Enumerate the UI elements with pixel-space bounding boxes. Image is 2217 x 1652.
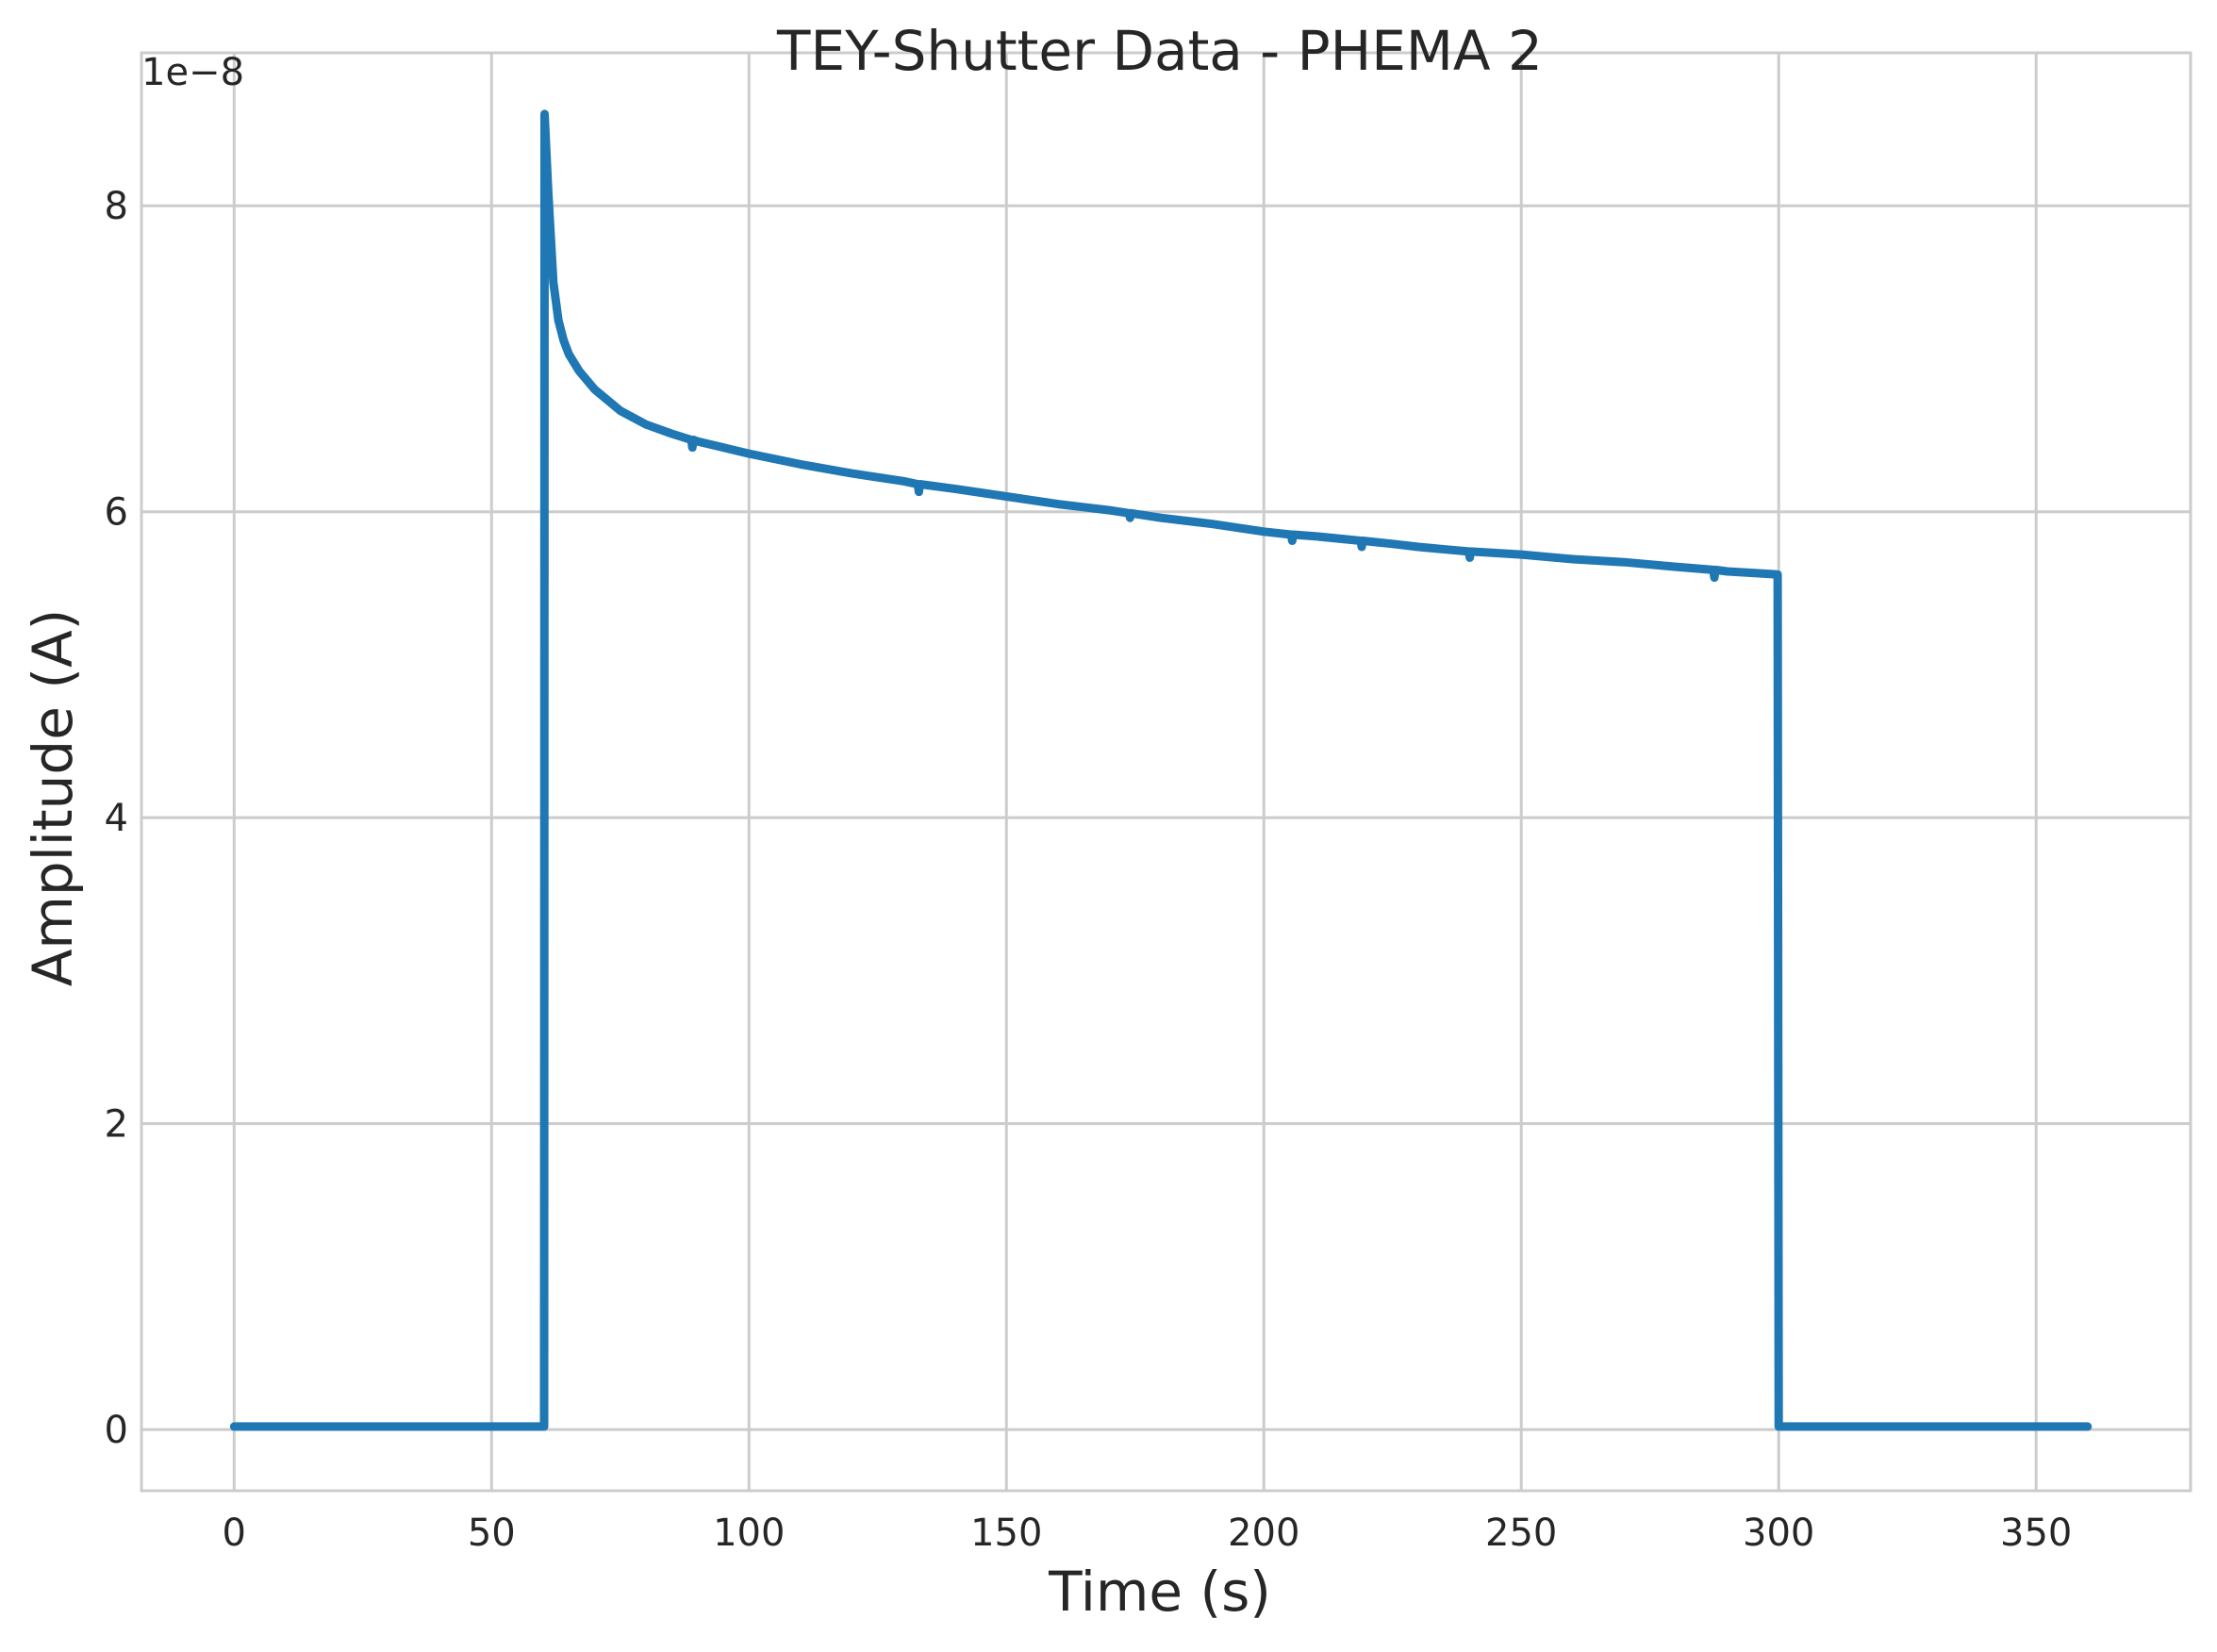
x-tick-label: 350	[2000, 1512, 2072, 1555]
y-tick-label: 2	[105, 1103, 128, 1147]
x-tick-label: 0	[223, 1512, 246, 1555]
y-tick-labels: 0 2 4 6 8	[105, 185, 128, 1452]
y-tick-label: 8	[105, 185, 128, 228]
x-tick-label: 150	[970, 1512, 1042, 1555]
y-axis-label: Amplitude (A)	[21, 609, 85, 987]
x-tick-label: 250	[1485, 1512, 1557, 1555]
x-tick-label: 50	[468, 1512, 516, 1555]
y-tick-label: 0	[105, 1409, 128, 1452]
y-tick-label: 6	[105, 491, 128, 535]
x-tick-label: 100	[713, 1512, 785, 1555]
y-axis-offset-label: 1e−8	[141, 51, 244, 94]
chart-title: TEY-Shutter Data - PHEMA 2	[776, 19, 1543, 83]
plot-frame	[140, 51, 2192, 1493]
series-line	[229, 109, 2093, 1431]
x-tick-label: 300	[1743, 1512, 1814, 1555]
x-tick-labels: 0 50 100 150 200 250 300 350	[223, 1512, 2073, 1555]
x-axis-label: Time (s)	[1048, 1560, 1271, 1624]
x-tick-label: 200	[1228, 1512, 1299, 1555]
series-layer	[229, 109, 2093, 1431]
grid	[141, 53, 2191, 1491]
y-tick-label: 4	[105, 797, 128, 840]
